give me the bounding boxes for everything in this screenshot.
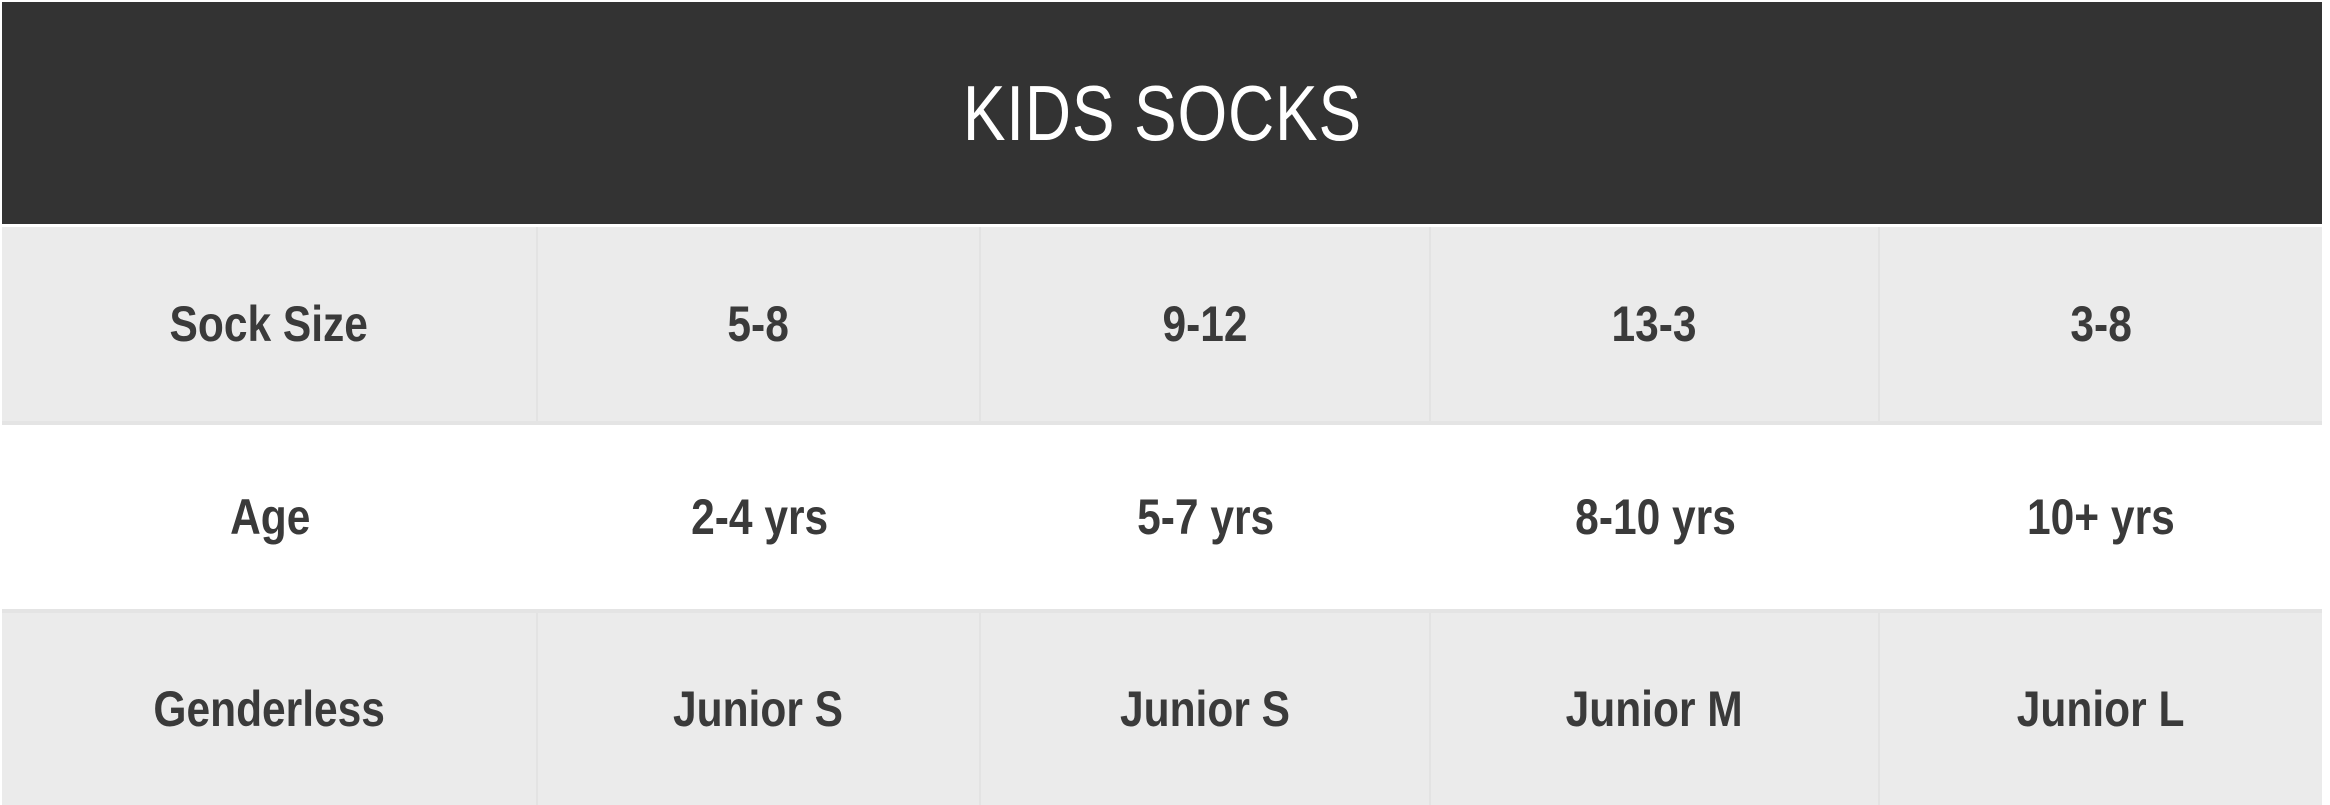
table-cell: 13-3 bbox=[1431, 227, 1880, 421]
cell-value: 5-7 yrs bbox=[1137, 489, 1275, 545]
table-header: KIDS SOCKS bbox=[2, 2, 2322, 227]
cell-value: Junior M bbox=[1565, 681, 1744, 737]
cell-value: 5-8 bbox=[727, 296, 790, 352]
table-cell: 2-4 yrs bbox=[538, 425, 981, 609]
table-cell: Junior M bbox=[1431, 613, 1880, 805]
table-row-genderless: Genderless Junior S Junior S Junior M Ju… bbox=[2, 613, 2322, 805]
row-label-cell: Age bbox=[2, 425, 538, 609]
row-label-cell: Sock Size bbox=[2, 227, 538, 421]
table-cell: Junior S bbox=[981, 613, 1431, 805]
table-row-age: Age 2-4 yrs 5-7 yrs 8-10 yrs 10+ yrs bbox=[2, 425, 2322, 613]
cell-value: Junior L bbox=[2017, 681, 2185, 737]
row-label: Age bbox=[229, 489, 311, 545]
cell-value: Junior S bbox=[673, 681, 844, 737]
cell-value: 8-10 yrs bbox=[1575, 489, 1736, 545]
row-label: Sock Size bbox=[169, 296, 369, 352]
table-cell: 8-10 yrs bbox=[1431, 425, 1880, 609]
cell-value: 3-8 bbox=[2070, 296, 2132, 352]
row-label-cell: Genderless bbox=[2, 613, 538, 805]
table-cell: 9-12 bbox=[981, 227, 1431, 421]
table-row-sock-size: Sock Size 5-8 9-12 13-3 3-8 bbox=[2, 227, 2322, 425]
table-cell: Junior S bbox=[538, 613, 981, 805]
table-title: KIDS SOCKS bbox=[962, 68, 1362, 157]
table-cell: 5-8 bbox=[538, 227, 981, 421]
table-cell: 5-7 yrs bbox=[981, 425, 1431, 609]
table-cell: 3-8 bbox=[1880, 227, 2322, 421]
cell-value: 10+ yrs bbox=[2027, 489, 2175, 545]
cell-value: Junior S bbox=[1119, 681, 1291, 737]
cell-value: 9-12 bbox=[1162, 296, 1248, 352]
cell-value: 2-4 yrs bbox=[690, 489, 829, 545]
table-cell: 10+ yrs bbox=[1880, 425, 2322, 609]
table-cell: Junior L bbox=[1880, 613, 2322, 805]
cell-value: 13-3 bbox=[1611, 296, 1698, 352]
row-label: Genderless bbox=[153, 681, 385, 737]
